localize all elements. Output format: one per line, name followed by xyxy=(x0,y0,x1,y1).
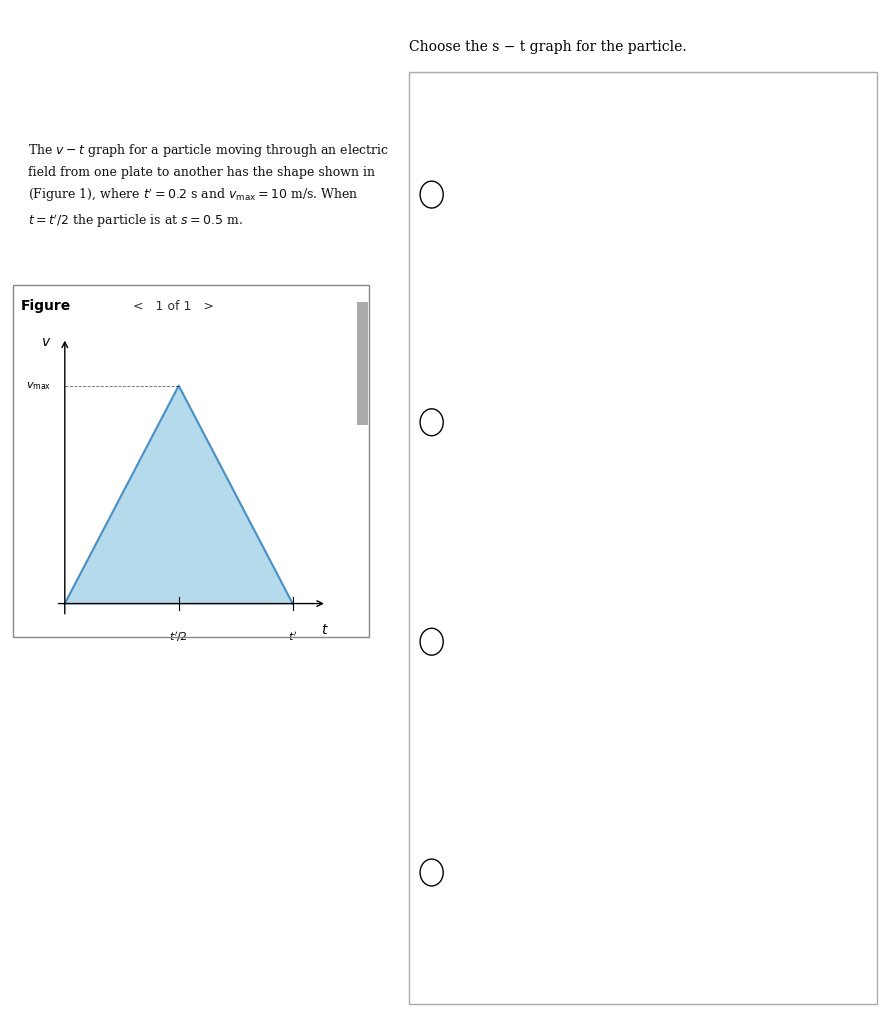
Text: $v$: $v$ xyxy=(41,335,51,349)
Text: <   1 of 1   >: < 1 of 1 > xyxy=(134,300,214,313)
Text: $t'/2$: $t'/2$ xyxy=(169,629,188,644)
Text: $s$(m): $s$(m) xyxy=(490,551,518,565)
Text: $t$(s): $t$(s) xyxy=(834,510,856,525)
Text: Figure: Figure xyxy=(20,299,70,314)
Text: $v_{\mathrm{max}}$: $v_{\mathrm{max}}$ xyxy=(26,380,51,391)
Text: $t'$: $t'$ xyxy=(288,629,297,643)
FancyBboxPatch shape xyxy=(358,302,368,425)
Text: $s$(m): $s$(m) xyxy=(490,95,518,110)
Text: $s$(m): $s$(m) xyxy=(490,773,518,788)
Text: $s$(m): $s$(m) xyxy=(490,328,518,343)
Text: Choose the s − t graph for the particle.: Choose the s − t graph for the particle. xyxy=(409,39,687,54)
Text: $t$(s): $t$(s) xyxy=(834,966,856,980)
Text: The $v-t$ graph for a particle moving through an electric
field from one plate t: The $v-t$ graph for a particle moving th… xyxy=(28,143,389,230)
Text: $t$: $t$ xyxy=(321,623,329,638)
Text: $t$(s): $t$(s) xyxy=(834,288,856,302)
Text: $t$(s): $t$(s) xyxy=(834,728,856,742)
